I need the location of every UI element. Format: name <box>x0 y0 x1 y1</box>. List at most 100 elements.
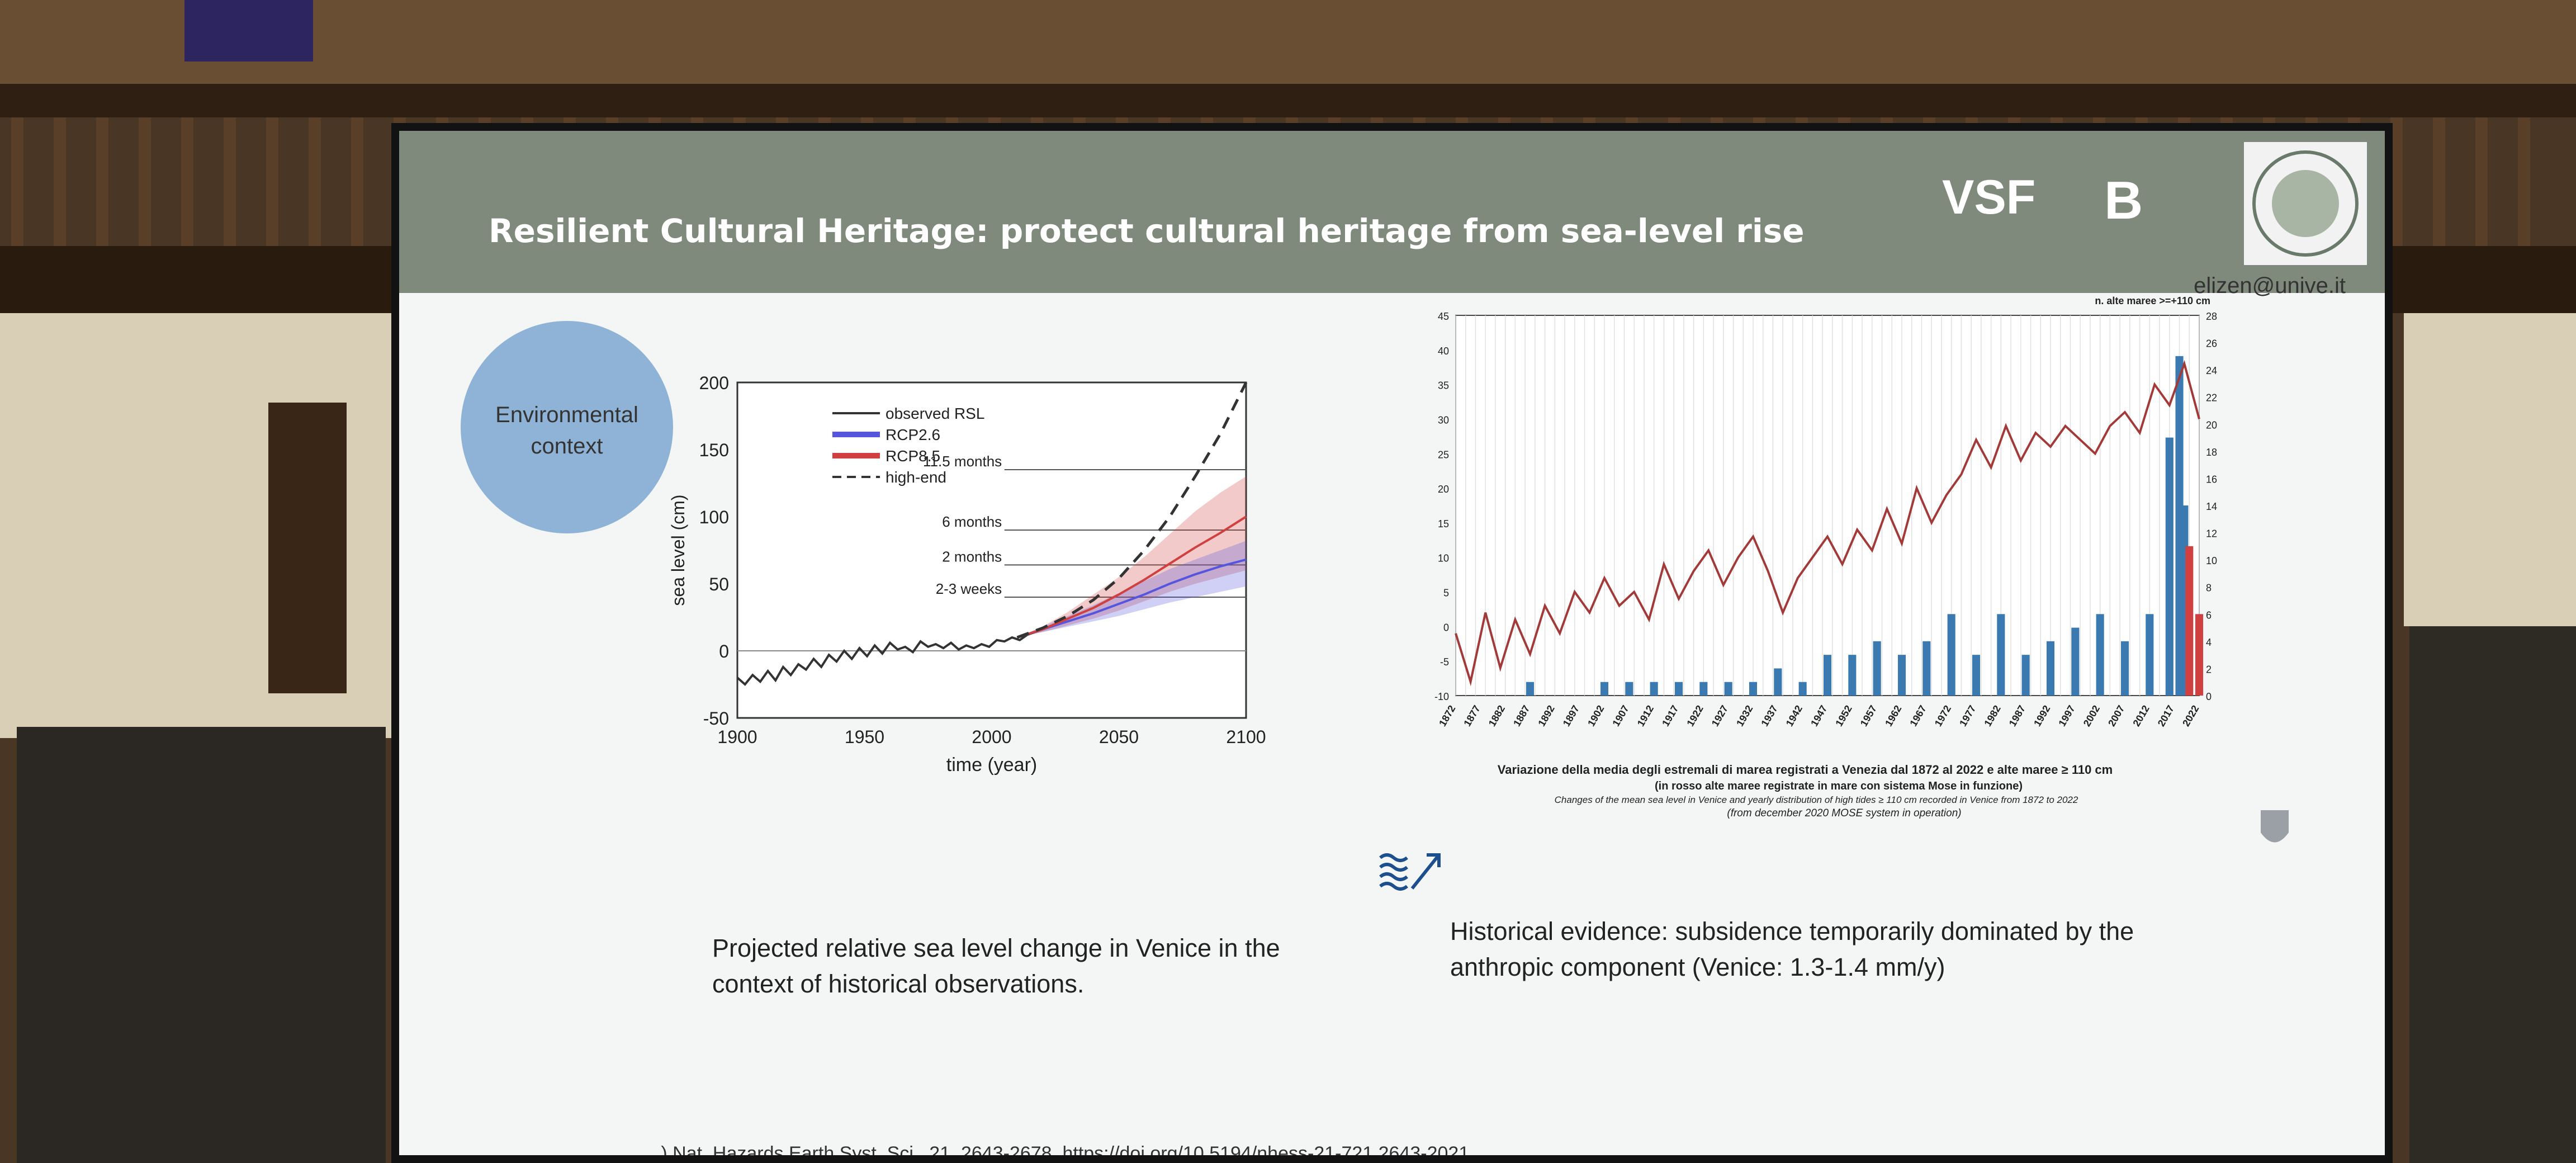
x-tick-label: 1907 <box>1610 703 1631 729</box>
x-tick-label: 2050 <box>1099 727 1139 747</box>
university-seal-icon <box>2244 142 2367 265</box>
x-axis-label-2: (in rosso alte maree registrate in mare … <box>1655 780 2023 792</box>
x-tick-label: 1962 <box>1883 703 1903 729</box>
x-tick-label: 1932 <box>1734 703 1755 729</box>
right-tick-label: 20 <box>2206 419 2217 431</box>
x-tick-label: 2000 <box>972 727 1011 747</box>
right-tick-label: 22 <box>2206 393 2217 404</box>
right-tick-label: 24 <box>2206 365 2217 376</box>
tide-bar <box>1774 668 1782 696</box>
right-tick-label: 14 <box>2206 501 2217 512</box>
citation-doi-link[interactable]: https://doi.org/10.5194/nhess-21-721 264… <box>1062 1143 1475 1163</box>
left-tick-label: 30 <box>1438 414 1449 426</box>
baluster <box>2390 117 2403 246</box>
tide-bar <box>2046 641 2055 696</box>
baluster <box>181 117 193 246</box>
x-axis-label-4: (from december 2020 MOSE system in opera… <box>1727 807 1961 819</box>
x-tick-label: 1897 <box>1561 703 1581 729</box>
tide-bar <box>1972 655 1981 696</box>
right-tick-label: 0 <box>2206 691 2212 702</box>
right-tick-label: 16 <box>2206 474 2217 485</box>
right-tick-label: 28 <box>2206 311 2217 322</box>
citation-text: ...) Nat. Hazards Earth Syst. Sci., 21, … <box>645 1143 1063 1163</box>
baluster <box>2518 117 2530 246</box>
x-tick-label: 1950 <box>845 727 884 747</box>
tide-bar <box>2165 437 2174 696</box>
x-tick-label: 1972 <box>1933 703 1953 729</box>
tide-bar <box>1650 682 1658 696</box>
x-tick-label: 1922 <box>1684 703 1705 729</box>
observed-rsl-line <box>736 628 1043 686</box>
baluster <box>54 117 66 246</box>
vsf-logo: VSF <box>1942 171 2036 224</box>
baluster <box>2433 117 2445 246</box>
x-tick-label: 1912 <box>1635 703 1656 729</box>
left-tick-label: -5 <box>1440 656 1449 668</box>
baluster <box>11 117 23 246</box>
tide-bar <box>1947 614 1955 696</box>
left-tick-label: 20 <box>1438 484 1449 495</box>
centro-maree-logo-icon <box>1379 853 1441 891</box>
x-tick-label: 1952 <box>1833 703 1854 729</box>
x-tick-label: 1877 <box>1461 703 1482 729</box>
x-tick-label: 1892 <box>1536 703 1556 729</box>
x-tick-label: 1882 <box>1486 703 1507 729</box>
left-tick-label: -10 <box>1434 691 1449 702</box>
slide-header: Resilient Cultural Heritage: protect cul… <box>399 131 2385 293</box>
tide-bar <box>1922 641 1931 696</box>
caption-left: Projected relative sea level change in V… <box>712 934 1280 998</box>
contact-email: elizen@unive.it <box>2194 273 2346 298</box>
tide-bar <box>2021 655 2030 696</box>
right-tick-label: 26 <box>2206 338 2217 349</box>
baluster <box>96 117 108 246</box>
x-tick-label: 1987 <box>2007 703 2028 729</box>
mean-sea-level-line <box>1455 360 2200 687</box>
baluster <box>2475 117 2488 246</box>
threshold-label: 11.5 months <box>923 453 1002 470</box>
y-axis-label: sea level (cm) <box>668 494 688 606</box>
x-tick-label: 2007 <box>2106 703 2127 729</box>
rcp26-line <box>1016 558 1247 639</box>
left-tick-label: 25 <box>1438 449 1449 460</box>
y-tick-label: -50 <box>703 708 729 729</box>
x-tick-label: 1992 <box>2032 703 2052 729</box>
x-tick-label: 1872 <box>1437 703 1457 729</box>
rcp85-line <box>1016 516 1247 639</box>
tide-bar <box>1724 682 1732 696</box>
legend-label: RCP2.6 <box>886 426 940 443</box>
x-tick-label: 1982 <box>1982 703 2002 729</box>
baluster <box>266 117 278 246</box>
left-tick-label: 40 <box>1438 346 1449 357</box>
x-tick-label: 1900 <box>717 727 757 747</box>
threshold-label: 2-3 weeks <box>936 580 1002 597</box>
tide-bar <box>1674 682 1683 696</box>
y-tick-label: 0 <box>719 641 729 661</box>
baluster <box>224 117 236 246</box>
threshold-label: 2 months <box>942 548 1002 565</box>
right-tick-label: 10 <box>2206 555 2217 566</box>
slide-title: Resilient Cultural Heritage: protect cul… <box>489 212 1805 250</box>
threshold-label: 6 months <box>942 513 1002 530</box>
tide-bar <box>1600 682 1609 696</box>
tide-bar <box>2185 546 2194 696</box>
baluster <box>351 117 363 246</box>
tide-bar <box>1873 641 1881 696</box>
baluster <box>309 117 321 246</box>
x-axis-label-3: Changes of the mean sea level in Venice … <box>1555 795 2078 805</box>
citation: ...) Nat. Hazards Earth Syst. Sci., 21, … <box>645 1143 1475 1163</box>
right-tick-label: 8 <box>2206 583 2212 594</box>
right-tick-label: 6 <box>2206 609 2212 621</box>
x-tick-label: 1997 <box>2056 703 2077 729</box>
left-tick-label: 5 <box>1443 588 1449 599</box>
y-tick-label: 100 <box>699 507 729 527</box>
x-tick-label: 1937 <box>1759 703 1779 729</box>
x-tick-label: 1967 <box>1907 703 1928 729</box>
x-tick-label: 2022 <box>2180 703 2201 729</box>
x-tick-label: 1942 <box>1784 703 1805 729</box>
legend-label: high-end <box>886 469 946 486</box>
plot-area <box>1455 315 2200 696</box>
presentation-slide: Resilient Cultural Heritage: protect cul… <box>391 123 2393 1163</box>
left-tick-label: 45 <box>1438 311 1449 322</box>
left-tick-label: 10 <box>1438 553 1449 564</box>
x-tick-label: 2012 <box>2130 703 2151 729</box>
